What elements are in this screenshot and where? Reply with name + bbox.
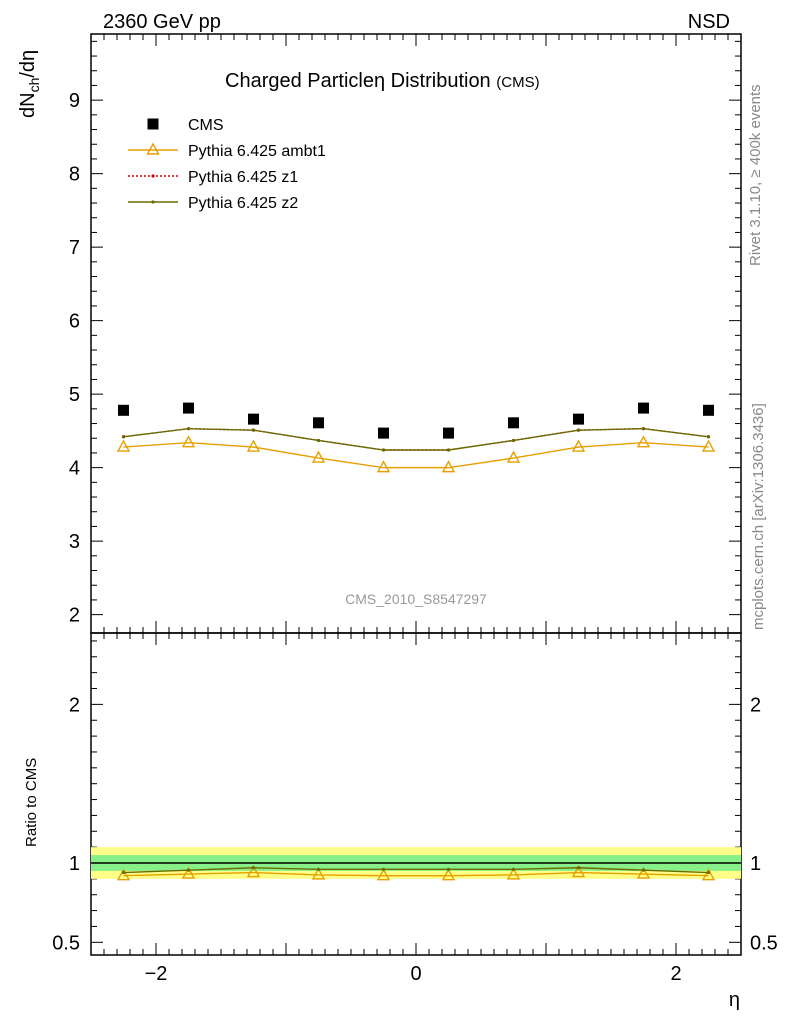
main-series-0-point	[508, 417, 519, 429]
legend: CMS Pythia 6.425 ambt1 Pythia 6.425 z1 Pyth…	[128, 117, 326, 212]
main-series-3-point	[511, 438, 516, 443]
main-series-0-point	[638, 402, 649, 414]
ratio-y-tick-label-right: 1	[750, 853, 761, 875]
main-series-0-point	[573, 413, 584, 425]
ratio-series-0-point	[506, 867, 521, 880]
main-series-1-point	[506, 450, 521, 463]
main-series-0-point	[443, 427, 454, 439]
main-series-0-point	[703, 404, 714, 416]
main-series-3-line	[123, 427, 709, 451]
ratio-y-tick-label-left: 1	[69, 853, 80, 875]
main-series-0-point	[248, 413, 259, 425]
main-series-1-point	[246, 439, 261, 452]
main-series-0-point	[183, 402, 194, 414]
ratio-y-tick-label-right: 2	[750, 694, 761, 716]
legend-marker	[151, 200, 155, 204]
main-series-0-point	[313, 417, 324, 429]
main-series-3-point	[121, 435, 126, 439]
ratio-plot: −2 0 2 0.5 0.5 1 1 2 2	[52, 34, 778, 985]
ratio-series-0-point	[701, 868, 716, 881]
y-tick-label: 4	[69, 458, 80, 480]
legend-label: Pythia 6.425 z1	[188, 169, 298, 186]
header-left: 2360 GeV pp	[103, 11, 221, 33]
ratio-series-1-point	[641, 868, 646, 872]
ratio-series-1-point	[706, 870, 711, 875]
y-tick-label: 7	[69, 237, 80, 259]
ratio-series-1-point	[446, 867, 451, 871]
ratio-series-1-point	[316, 867, 321, 871]
main-series-1-point	[181, 435, 196, 448]
ratio-y-tick-label-left: 2	[69, 694, 80, 716]
main-series-3-point	[316, 438, 321, 443]
y-tick-label: 6	[69, 311, 80, 333]
plot-title-main: Charged Particleη Distribution	[225, 70, 491, 92]
ratio-series-0-point	[116, 868, 131, 881]
main-series-1-point	[701, 439, 716, 452]
ratio-series-0-line	[123, 871, 709, 877]
ratio-series-0-point	[246, 865, 261, 878]
main-series-0-point	[118, 404, 129, 416]
plot-title-suffix: (CMS)	[496, 74, 539, 91]
mcplots-caption: mcplots.cern.ch [arXiv:1306.3436]	[750, 403, 767, 630]
legend-label: Pythia 6.425 z2	[188, 195, 298, 212]
x-tick-label: 2	[670, 963, 681, 985]
ratio-series-1-line	[123, 867, 709, 874]
header-right: NSD	[688, 11, 730, 33]
y-tick-label: 5	[69, 384, 80, 406]
legend-marker	[147, 118, 159, 130]
y-tick-label: 9	[69, 90, 80, 112]
y-axis-label-sub: ch	[26, 78, 42, 93]
ratio-series-0-point	[636, 866, 651, 879]
legend-label: Pythia 6.425 ambt1	[188, 143, 326, 160]
y-tick-label: 3	[69, 531, 80, 553]
ratio-y-tick-label-right: 0.5	[750, 932, 778, 954]
ratio-frame	[90, 632, 742, 956]
ratio-y-axis-label: Ratio to CMS	[23, 758, 40, 847]
ratio-series-1-point	[381, 867, 386, 871]
main-series-1-point	[311, 450, 326, 463]
ratio-series-1-point	[186, 868, 191, 872]
ratio-series-1-point	[576, 866, 581, 870]
ratio-series-0-point	[376, 868, 391, 881]
legend-marker	[151, 174, 155, 178]
y-tick-label: 2	[69, 605, 80, 627]
main-series-1-point	[571, 439, 586, 452]
legend-label: CMS	[188, 117, 224, 134]
ratio-series-1-point	[511, 867, 516, 871]
main-series-3-point	[576, 428, 581, 432]
y-tick-label: 8	[69, 164, 80, 186]
x-tick-label: 0	[410, 963, 421, 985]
main-series-3-point	[251, 428, 256, 432]
y-axis-label: dNch/dη	[17, 50, 42, 118]
main-series-3-point	[446, 448, 451, 452]
ratio-series-1-point	[251, 866, 256, 870]
main-series-3-point	[381, 448, 386, 452]
ratio-series-0-point	[441, 868, 456, 881]
main-series-1-point	[376, 460, 391, 473]
main-series-3-point	[641, 427, 646, 431]
main-series-1-point	[116, 439, 131, 452]
main-series-1-point	[636, 435, 651, 448]
y-axis-label-tail: /dη	[17, 50, 39, 78]
legend-marker	[146, 142, 160, 155]
ratio-y-tick-label-left: 0.5	[52, 932, 80, 954]
analysis-watermark: CMS_2010_S8547297	[345, 591, 487, 607]
main-series-1-line	[123, 441, 709, 469]
ratio-series-0-point	[311, 867, 326, 880]
x-axis-label: η	[729, 989, 740, 1011]
main-series-3-point	[186, 427, 191, 431]
ratio-series-1-point	[121, 870, 126, 875]
plot-title: Charged Particleη Distribution (CMS)	[225, 70, 540, 92]
main-series-0-point	[378, 427, 389, 439]
x-tick-label: −2	[145, 963, 168, 985]
ratio-series-0-point	[571, 865, 586, 878]
main-series-2-line	[123, 427, 709, 451]
y-axis-label-main: dN	[17, 92, 39, 118]
ratio-series-0-point	[181, 866, 196, 879]
main-series-3-point	[706, 435, 711, 439]
rivet-caption: Rivet 3.1.10, ≥ 400k events	[747, 84, 764, 266]
main-plot: 2 3 4 5 6 7 8 9	[69, 33, 742, 955]
main-series-1-point	[441, 460, 456, 473]
